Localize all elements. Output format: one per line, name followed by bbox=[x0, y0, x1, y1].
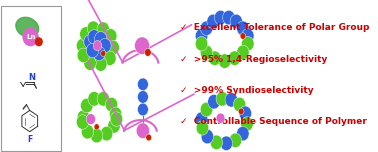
Circle shape bbox=[201, 129, 214, 144]
Circle shape bbox=[110, 107, 122, 122]
Circle shape bbox=[195, 112, 208, 126]
Circle shape bbox=[87, 21, 99, 36]
Circle shape bbox=[23, 28, 38, 46]
Circle shape bbox=[101, 126, 113, 141]
Circle shape bbox=[104, 51, 116, 66]
Circle shape bbox=[94, 57, 107, 71]
FancyBboxPatch shape bbox=[1, 6, 61, 151]
Circle shape bbox=[90, 128, 103, 143]
Text: ✓  >99% Syndioselectivity: ✓ >99% Syndioselectivity bbox=[180, 86, 314, 95]
Circle shape bbox=[239, 106, 251, 121]
Circle shape bbox=[146, 134, 152, 141]
Circle shape bbox=[216, 92, 228, 106]
Circle shape bbox=[214, 10, 227, 25]
Circle shape bbox=[81, 124, 94, 139]
Circle shape bbox=[97, 22, 110, 36]
Circle shape bbox=[138, 78, 148, 91]
Circle shape bbox=[200, 45, 213, 60]
Circle shape bbox=[210, 135, 223, 150]
Text: Ln: Ln bbox=[26, 34, 35, 40]
Circle shape bbox=[97, 92, 110, 106]
Circle shape bbox=[242, 29, 254, 43]
Text: ✓  Excellent Tolerance of Polar Group: ✓ Excellent Tolerance of Polar Group bbox=[180, 23, 370, 32]
Circle shape bbox=[241, 117, 253, 131]
Circle shape bbox=[77, 110, 90, 124]
Circle shape bbox=[228, 51, 241, 66]
Circle shape bbox=[105, 97, 118, 112]
Circle shape bbox=[104, 29, 117, 43]
Circle shape bbox=[94, 124, 99, 130]
Circle shape bbox=[84, 56, 96, 70]
Text: ✓  >95% 1,4-Regioselectivity: ✓ >95% 1,4-Regioselectivity bbox=[180, 55, 328, 64]
Circle shape bbox=[200, 21, 213, 36]
Circle shape bbox=[200, 102, 213, 117]
Circle shape bbox=[225, 93, 237, 107]
Circle shape bbox=[135, 37, 150, 54]
Circle shape bbox=[86, 114, 96, 125]
Circle shape bbox=[86, 43, 99, 58]
Circle shape bbox=[136, 123, 150, 138]
Circle shape bbox=[107, 40, 119, 55]
Circle shape bbox=[230, 14, 242, 29]
Circle shape bbox=[94, 32, 107, 46]
Circle shape bbox=[229, 133, 242, 148]
Circle shape bbox=[233, 97, 246, 112]
Circle shape bbox=[237, 126, 249, 141]
Circle shape bbox=[93, 46, 105, 61]
Circle shape bbox=[144, 48, 151, 56]
Circle shape bbox=[195, 29, 208, 43]
Text: F: F bbox=[27, 135, 33, 144]
Circle shape bbox=[110, 112, 123, 126]
Circle shape bbox=[220, 136, 232, 150]
Circle shape bbox=[108, 119, 120, 133]
Circle shape bbox=[237, 45, 249, 60]
Circle shape bbox=[76, 38, 89, 53]
Circle shape bbox=[84, 35, 96, 49]
Circle shape bbox=[80, 27, 92, 41]
Circle shape bbox=[88, 30, 101, 44]
Circle shape bbox=[101, 50, 106, 56]
Circle shape bbox=[240, 33, 246, 39]
Circle shape bbox=[76, 115, 89, 129]
Circle shape bbox=[208, 95, 220, 109]
Circle shape bbox=[239, 108, 244, 115]
Circle shape bbox=[36, 38, 42, 46]
Circle shape bbox=[99, 38, 111, 53]
Circle shape bbox=[195, 36, 208, 51]
Circle shape bbox=[223, 10, 235, 25]
Circle shape bbox=[138, 103, 148, 116]
Circle shape bbox=[209, 51, 221, 66]
Circle shape bbox=[77, 48, 90, 63]
Circle shape bbox=[196, 121, 209, 135]
Circle shape bbox=[81, 98, 93, 113]
Text: N: N bbox=[28, 73, 35, 82]
Circle shape bbox=[93, 41, 102, 51]
Circle shape bbox=[242, 36, 254, 51]
Circle shape bbox=[138, 91, 148, 103]
Circle shape bbox=[88, 92, 101, 106]
Circle shape bbox=[218, 54, 231, 68]
Ellipse shape bbox=[16, 17, 39, 37]
Circle shape bbox=[207, 14, 219, 29]
Circle shape bbox=[237, 21, 249, 36]
Circle shape bbox=[216, 113, 225, 123]
Text: ✓  Controllable Sequence of Polymer: ✓ Controllable Sequence of Polymer bbox=[180, 117, 367, 126]
